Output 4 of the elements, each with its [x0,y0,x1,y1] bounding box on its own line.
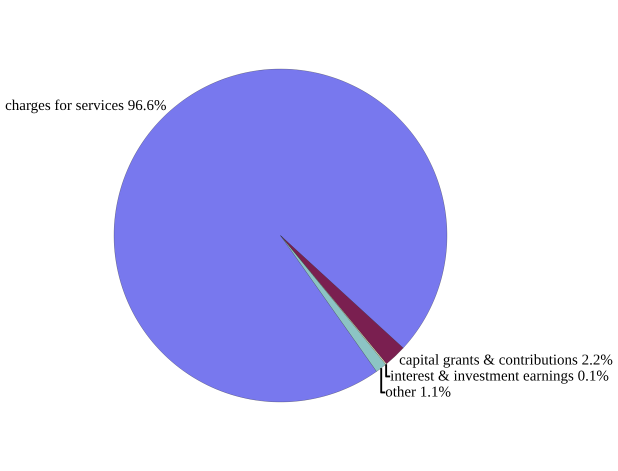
slice-label: interest & investment earnings 0.1% [390,368,609,384]
slice-label: other 1.1% [385,384,452,400]
slice-label: charges for services 96.6% [5,98,166,114]
slice-label: capital grants & contributions 2.2% [399,352,613,368]
